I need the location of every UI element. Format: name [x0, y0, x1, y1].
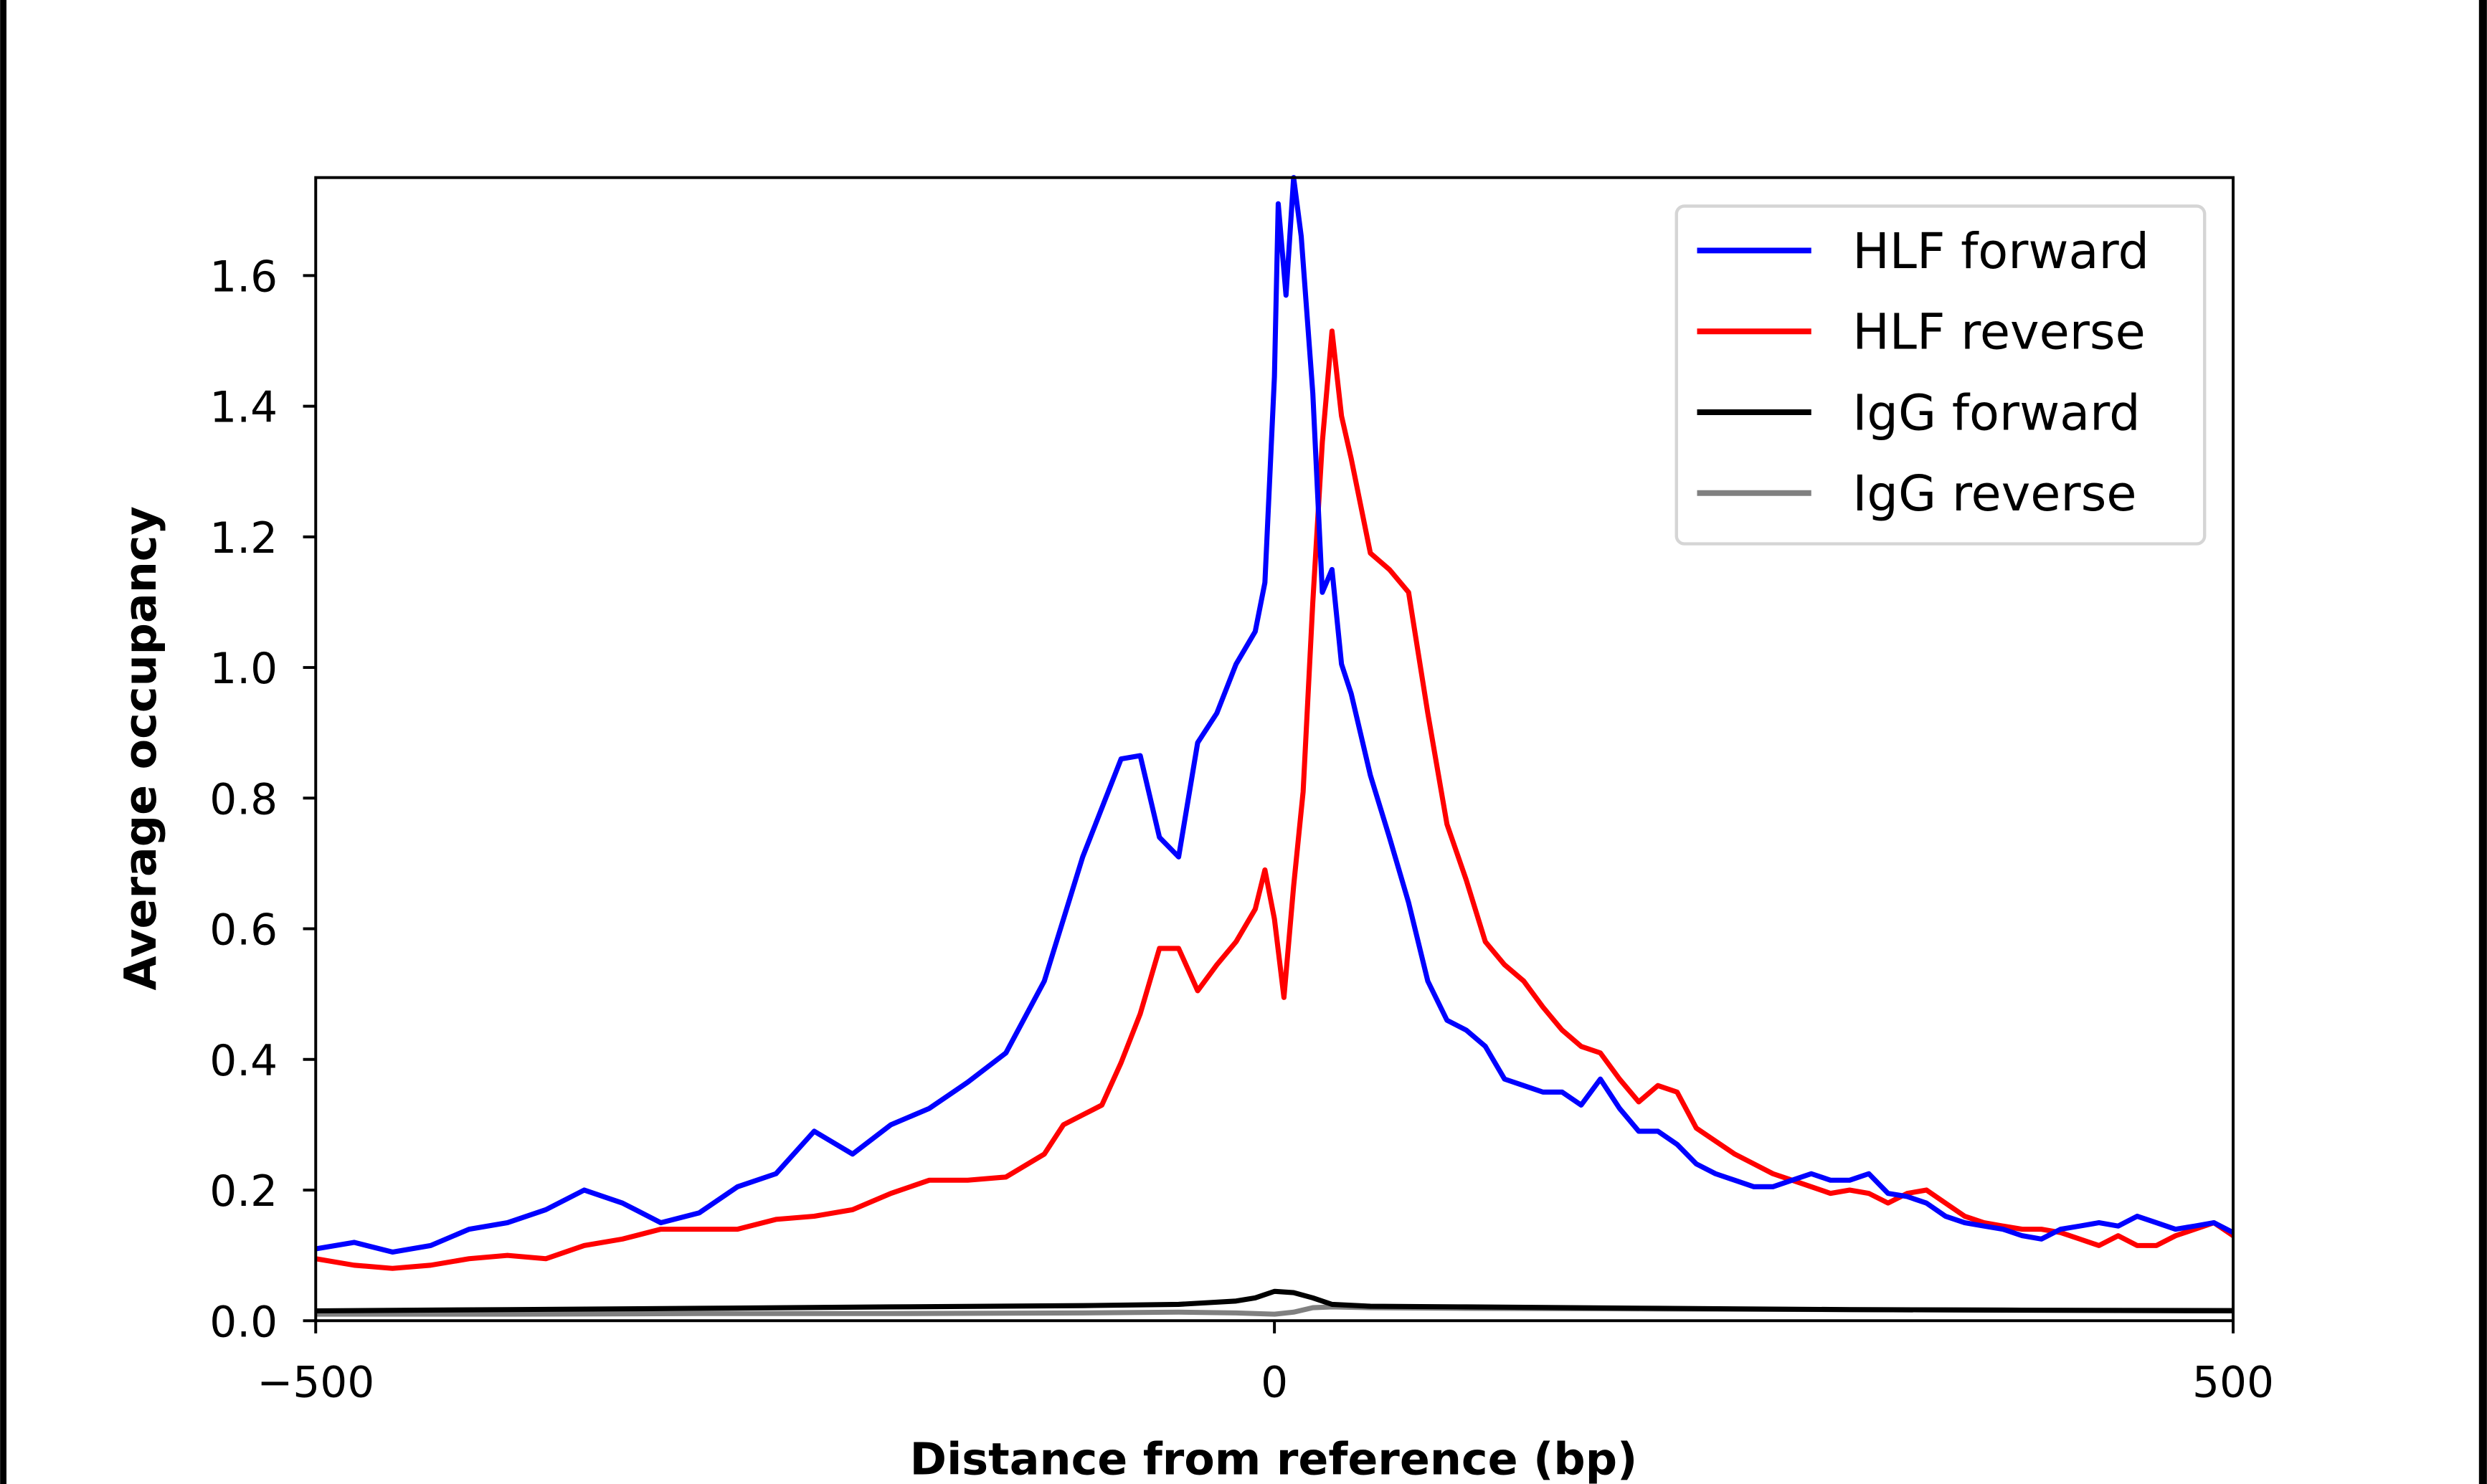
series-line-hlf-reverse [315, 328, 2235, 1271]
legend-label-igg-forward: IgG forward [1852, 384, 2140, 442]
x-axis-label: Distance from reference (bp) [910, 1434, 1638, 1484]
x-tick-label: 0 [1261, 1358, 1288, 1407]
y-tick-label: 0.8 [209, 775, 278, 824]
y-tick-label: 0.2 [209, 1167, 278, 1217]
y-tick-label: 0.4 [209, 1037, 278, 1086]
y-tick-label: 1.4 [209, 384, 278, 433]
legend: HLF forward HLF reverse IgG forward IgG rev… [1674, 204, 2207, 546]
legend-label-igg-reverse: IgG reverse [1852, 465, 2136, 523]
x-tick-label: 500 [2192, 1358, 2274, 1407]
legend-label-hlf-forward: HLF forward [1852, 223, 2149, 280]
y-tick-label: 1.0 [209, 645, 278, 694]
x-tick-label: −500 [257, 1358, 374, 1407]
y-tick-label: 1.2 [209, 514, 278, 563]
ticks-layer: −500 0 500 0.0 0.2 0.4 0.6 0.8 1.0 1.2 1.4 1.6 [209, 252, 2274, 1407]
series-line-hlf-forward [315, 175, 2235, 1255]
y-axis-label: Average occupancy [115, 506, 166, 990]
series-layer [315, 175, 2235, 1317]
legend-box [1674, 204, 2207, 546]
legend-label-hlf-reverse: HLF reverse [1852, 304, 2146, 361]
right-edge-border [2478, 0, 2487, 1484]
y-tick-label: 0.0 [209, 1298, 278, 1347]
left-edge-border [0, 0, 7, 1484]
series-line-igg-forward [316, 1288, 2234, 1314]
y-tick-label: 1.6 [209, 252, 278, 302]
y-tick-label: 0.6 [209, 906, 278, 956]
